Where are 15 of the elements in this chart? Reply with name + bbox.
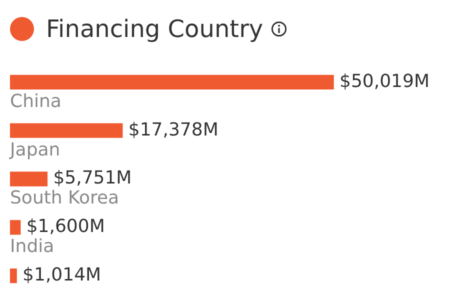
y-tick-label: India <box>10 236 54 258</box>
data-label: $17,378M <box>128 119 218 140</box>
y-tick-label: Japan <box>9 139 60 160</box>
bar <box>10 220 21 235</box>
data-label: $50,019M <box>340 70 430 92</box>
bar <box>10 268 17 284</box>
data-label: $1,014M <box>22 264 102 286</box>
y-tick-label: China <box>10 90 62 112</box>
bar <box>10 74 334 90</box>
bar <box>10 172 48 186</box>
data-label: $1,600M <box>26 216 105 238</box>
chart-title: Financing Country <box>46 15 264 43</box>
y-tick-label: South Korea <box>10 188 120 209</box>
bar <box>10 123 123 138</box>
data-label: $5,751M <box>53 168 132 189</box>
